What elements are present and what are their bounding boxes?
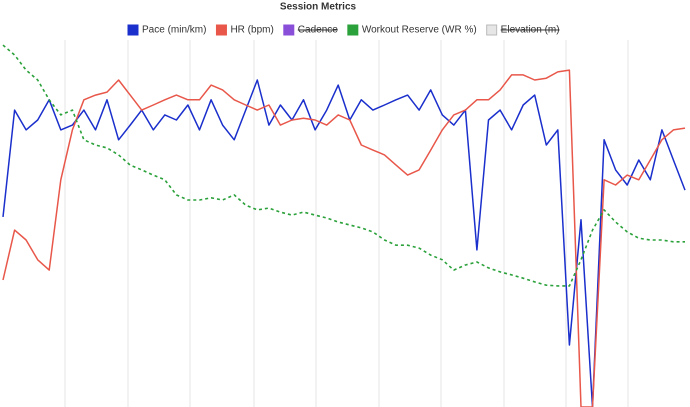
legend-label: Elevation (m) <box>501 25 560 36</box>
legend-label: Workout Reserve (WR %) <box>362 25 477 36</box>
legend-swatch <box>215 24 227 36</box>
legend-label: Pace (min/km) <box>142 25 206 36</box>
legend-swatch <box>283 24 295 36</box>
vertical-grid <box>64 40 629 407</box>
legend-label: HR (bpm) <box>230 25 273 36</box>
series-line <box>2 79 686 407</box>
legend-swatch <box>347 24 359 36</box>
legend-label: Cadence <box>298 25 338 36</box>
legend-swatch <box>486 24 498 36</box>
legend-swatch <box>127 24 139 36</box>
series-line <box>2 69 686 407</box>
chart-title: Session Metrics <box>280 2 357 13</box>
